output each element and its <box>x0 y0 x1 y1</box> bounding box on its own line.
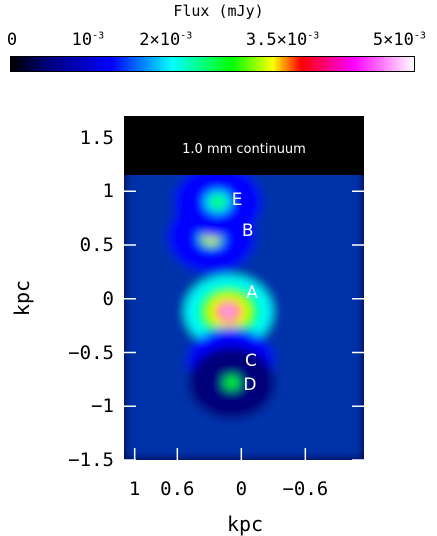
colorbar-tick-label: 2×10-3 <box>139 30 193 50</box>
y-tick-label: 1.5 <box>79 126 114 149</box>
y-tick-label: −1.5 <box>68 449 114 471</box>
y-tick-label: 0.5 <box>79 234 114 256</box>
source-D-emission <box>227 378 237 387</box>
x-tick-label: 0 <box>235 478 248 500</box>
x-tick-label: 1 <box>128 478 141 500</box>
x-axis-label: kpc <box>226 512 264 536</box>
colorbar-tick-label: 0 <box>6 30 18 50</box>
source-label-E: E <box>231 189 243 210</box>
source-A-emission <box>224 307 234 316</box>
y-tick-label: 1 <box>102 180 114 203</box>
y-tick-label: −1 <box>91 395 114 418</box>
source-E-emission <box>213 198 223 206</box>
colorbar-tick-label: 3.5×10-3 <box>245 30 320 50</box>
colorbar-title: Flux (mJy) <box>173 2 264 20</box>
colorbar <box>10 56 415 72</box>
panel-label-banner <box>124 116 364 175</box>
source-label-B: B <box>241 221 254 242</box>
y-tick-label: 0 <box>102 287 114 310</box>
source-label-C: C <box>244 351 257 372</box>
panel-label: 1.0 mm continuum <box>182 142 306 157</box>
source-label-D: D <box>243 374 257 395</box>
colorbar-tick-label: 10-3 <box>71 30 105 50</box>
x-tick-label: −0.6 <box>282 478 329 500</box>
x-tick-label: 0.6 <box>160 478 195 500</box>
source-label-A: A <box>246 283 258 304</box>
y-tick-label: −0.5 <box>68 341 114 364</box>
y-axis-label: kpc <box>10 279 34 317</box>
colorbar-tick-label: 5×10-3 <box>372 30 426 50</box>
